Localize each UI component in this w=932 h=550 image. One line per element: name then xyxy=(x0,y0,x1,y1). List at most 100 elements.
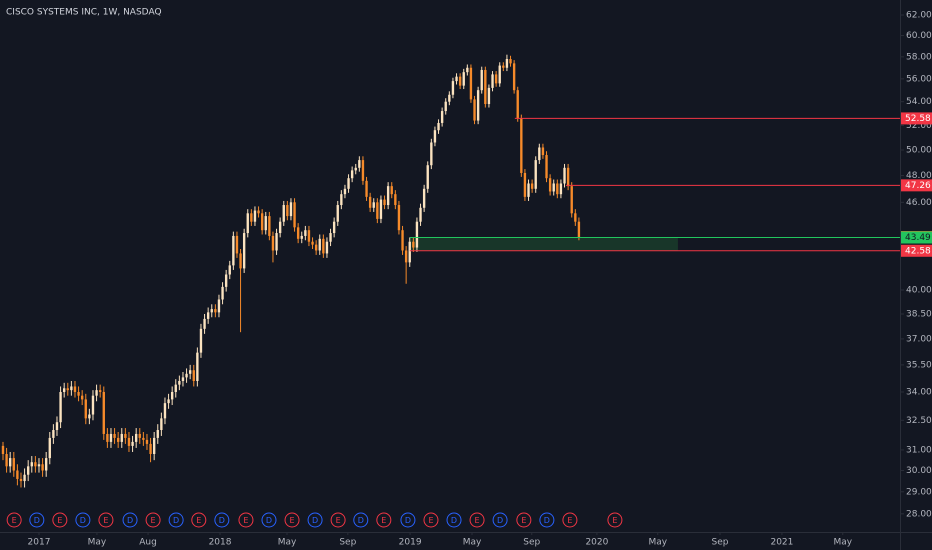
event-marker xyxy=(29,512,45,528)
event-marker xyxy=(122,512,138,528)
candle-body xyxy=(214,309,217,313)
candle-body xyxy=(12,458,15,471)
candle-body xyxy=(120,433,123,442)
candle-body xyxy=(52,430,55,438)
candle-body xyxy=(426,165,429,189)
event-label: E xyxy=(336,516,341,525)
candle-body xyxy=(242,233,246,269)
x-tick-label: May xyxy=(648,538,667,548)
candle-body xyxy=(354,167,357,171)
event-label: D xyxy=(34,516,40,525)
candle-body xyxy=(386,186,390,206)
x-tick-label: May xyxy=(463,538,482,548)
event-label: E xyxy=(151,516,156,525)
event-label: D xyxy=(219,516,225,525)
candle-body xyxy=(480,69,483,91)
candle-body xyxy=(145,439,149,444)
candle-body xyxy=(181,377,185,382)
candle-body xyxy=(196,352,199,382)
level-label-box xyxy=(901,112,932,125)
y-tick-label: 40.00 xyxy=(906,286,932,296)
candle-body xyxy=(77,391,80,396)
candle-body xyxy=(26,466,30,475)
candle-body xyxy=(34,462,37,467)
candle-body xyxy=(19,478,23,482)
candle-body xyxy=(178,381,181,385)
zone xyxy=(409,237,678,251)
y-tick-label: 54.00 xyxy=(906,97,932,107)
candle-body xyxy=(455,76,458,82)
candle-body xyxy=(314,244,318,251)
candle-body xyxy=(95,390,98,396)
candle-body xyxy=(98,390,102,392)
candle-body xyxy=(311,241,314,245)
candle-body xyxy=(379,199,383,219)
x-tick-label: Sep xyxy=(339,538,356,548)
candle-body xyxy=(296,227,300,239)
y-tick-label: 32.50 xyxy=(906,416,932,426)
candle-body xyxy=(509,59,512,64)
candle-body xyxy=(520,118,523,173)
level-label: 47.26 xyxy=(905,181,931,191)
event-marker xyxy=(98,512,114,528)
candle-body xyxy=(23,474,26,482)
candle-body xyxy=(430,142,433,166)
candle-body xyxy=(556,183,559,195)
candle-body xyxy=(232,235,235,266)
event-marker xyxy=(6,512,22,528)
event-label: D xyxy=(312,516,318,525)
candle-body xyxy=(415,221,419,248)
candle-body xyxy=(113,433,116,438)
event-label: D xyxy=(173,516,179,525)
event-marker xyxy=(376,512,392,528)
candle-body xyxy=(530,183,534,189)
candle-body xyxy=(192,370,195,382)
y-tick-label: 60.00 xyxy=(906,31,932,41)
candle-body xyxy=(59,391,62,423)
candle-body xyxy=(264,216,267,231)
candle-body xyxy=(250,213,253,222)
event-label: D xyxy=(405,516,411,525)
x-tick-label: Sep xyxy=(712,538,729,548)
y-tick-label: 28.00 xyxy=(906,509,932,519)
candle-body xyxy=(304,230,307,236)
candle-body xyxy=(246,213,249,234)
candle-body xyxy=(343,188,347,195)
event-label: E xyxy=(290,516,295,525)
candle-body xyxy=(527,183,530,197)
candle-body xyxy=(462,72,465,86)
candle-body xyxy=(494,74,498,84)
candle-body xyxy=(498,65,501,84)
candle-body xyxy=(440,111,444,123)
event-marker xyxy=(52,512,68,528)
y-tick-label: 48.00 xyxy=(906,171,932,181)
candle-body xyxy=(577,221,581,238)
event-marker xyxy=(539,512,555,528)
candle-body xyxy=(487,87,491,105)
candle-body xyxy=(91,395,95,415)
candle-body xyxy=(419,207,422,222)
candle-body xyxy=(361,160,365,181)
y-tick-label: 30.00 xyxy=(906,466,932,476)
event-marker xyxy=(353,512,369,528)
candle-body xyxy=(62,388,66,392)
candle-body xyxy=(16,470,19,479)
event-marker xyxy=(423,512,439,528)
candle-body xyxy=(235,235,239,254)
event-label: E xyxy=(12,516,17,525)
candle-body xyxy=(188,370,192,374)
candle-body xyxy=(282,205,285,222)
candle-body xyxy=(545,155,548,179)
event-marker xyxy=(307,512,323,528)
level-label: 43.49 xyxy=(905,233,931,243)
event-marker xyxy=(330,512,346,528)
candle-body xyxy=(55,422,59,431)
candle-body xyxy=(390,186,393,195)
x-tick-label: 2020 xyxy=(585,538,608,548)
candle-body xyxy=(293,202,296,228)
event-label: E xyxy=(521,516,526,525)
event-marker xyxy=(562,512,578,528)
y-tick-label: 35.50 xyxy=(906,360,932,370)
candle-body xyxy=(37,464,41,467)
